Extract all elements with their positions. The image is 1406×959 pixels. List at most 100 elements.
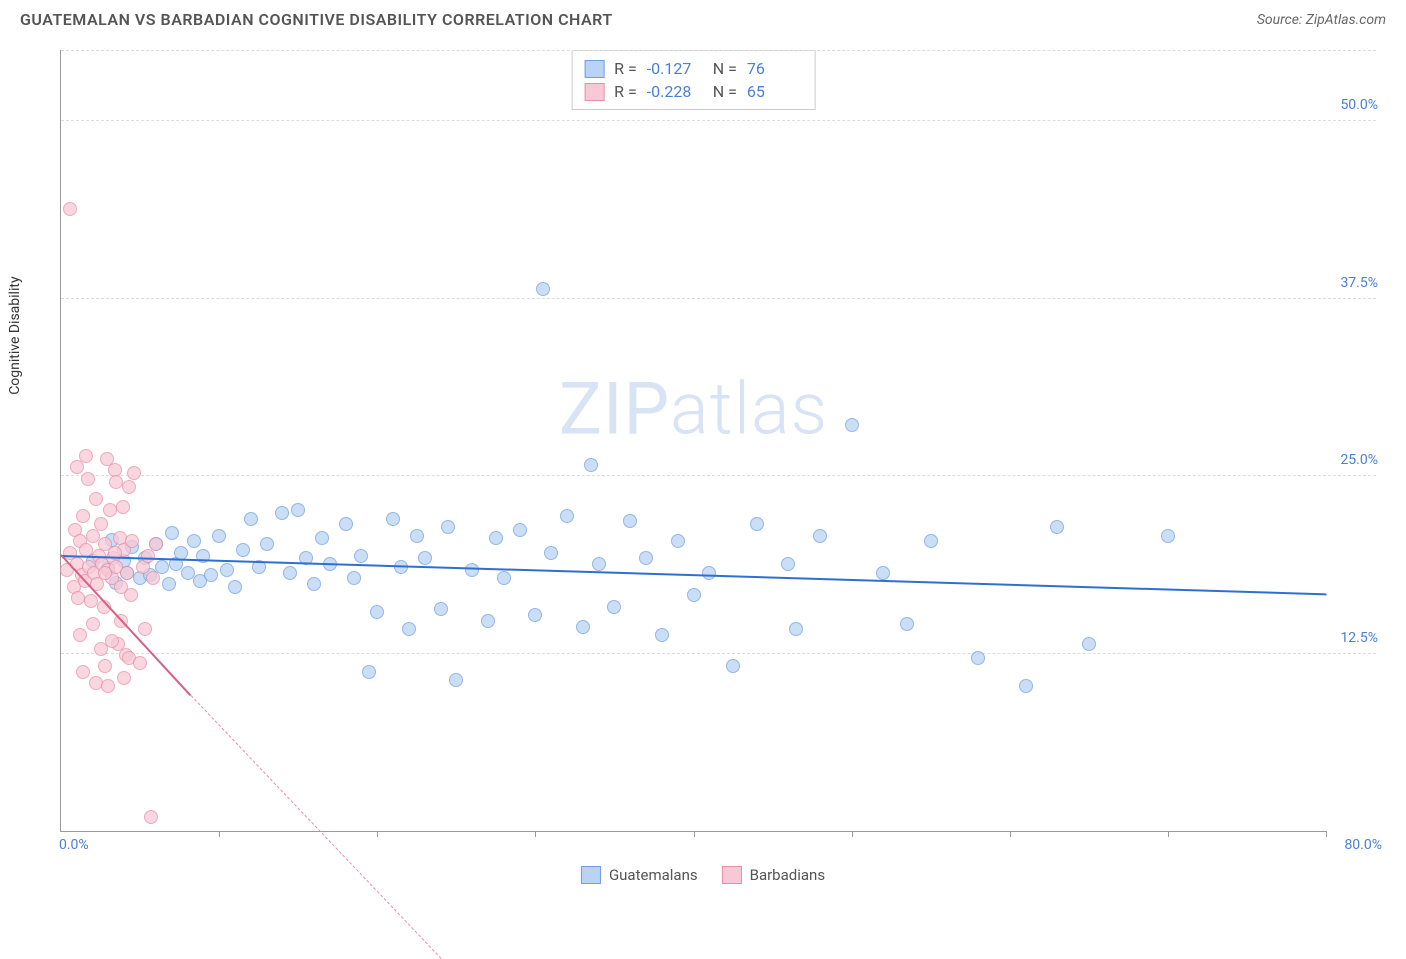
scatter-point	[79, 449, 93, 463]
scatter-point	[560, 509, 574, 523]
gridline	[61, 653, 1376, 654]
x-origin-label: 0.0%	[59, 837, 89, 853]
x-tick	[219, 831, 220, 837]
scatter-point	[70, 460, 84, 474]
scatter-point	[98, 566, 112, 580]
chart-source: Source: ZipAtlas.com	[1257, 12, 1386, 28]
scatter-point	[133, 656, 147, 670]
watermark-pre: ZIP	[559, 367, 670, 452]
scatter-point	[204, 568, 218, 582]
scatter-point	[283, 566, 297, 580]
scatter-point	[86, 617, 100, 631]
stat-r-label: R =	[614, 82, 637, 101]
scatter-point	[307, 577, 321, 591]
scatter-point	[125, 534, 139, 548]
scatter-point	[76, 665, 90, 679]
scatter-point	[607, 600, 621, 614]
y-tick-label: 12.5%	[1340, 630, 1378, 646]
x-max-label: 80.0%	[1344, 837, 1382, 853]
scatter-point	[94, 517, 108, 531]
scatter-point	[122, 480, 136, 494]
scatter-point	[924, 534, 938, 548]
scatter-point	[434, 602, 448, 616]
scatter-point	[63, 202, 77, 216]
legend-label: Guatemalans	[609, 866, 698, 884]
scatter-point	[386, 512, 400, 526]
series-swatch	[722, 866, 742, 884]
scatter-point	[1082, 637, 1096, 651]
scatter-point	[655, 628, 669, 642]
legend-item: Guatemalans	[581, 866, 698, 884]
scatter-point	[623, 514, 637, 528]
scatter-point	[212, 529, 226, 543]
scatter-point	[528, 608, 542, 622]
scatter-point	[639, 551, 653, 565]
scatter-point	[275, 506, 289, 520]
scatter-point	[89, 492, 103, 506]
y-tick-label: 25.0%	[1340, 452, 1378, 468]
series-swatch	[584, 83, 604, 101]
scatter-point	[687, 588, 701, 602]
chart-header: GUATEMALAN VS BARBADIAN COGNITIVE DISABI…	[0, 0, 1406, 35]
scatter-point	[513, 523, 527, 537]
scatter-point	[449, 673, 463, 687]
gridline	[61, 120, 1376, 121]
scatter-point	[339, 517, 353, 531]
scatter-point	[900, 617, 914, 631]
scatter-point	[465, 563, 479, 577]
scatter-point	[370, 605, 384, 619]
scatter-point	[971, 651, 985, 665]
scatter-point	[876, 566, 890, 580]
scatter-point	[220, 563, 234, 577]
scatter-point	[441, 520, 455, 534]
x-tick	[377, 831, 378, 837]
scatter-point	[149, 537, 163, 551]
gridline	[61, 475, 1376, 476]
scatter-point	[109, 475, 123, 489]
scatter-point	[489, 531, 503, 545]
stats-row: R =-0.127N =76	[584, 57, 803, 80]
scatter-point	[1019, 679, 1033, 693]
y-tick-label: 50.0%	[1340, 97, 1378, 113]
scatter-point	[544, 546, 558, 560]
scatter-point	[315, 531, 329, 545]
scatter-point	[702, 566, 716, 580]
scatter-point	[726, 659, 740, 673]
scatter-point	[671, 534, 685, 548]
stats-row: R =-0.228N =65	[584, 80, 803, 103]
x-tick	[694, 831, 695, 837]
scatter-point	[162, 577, 176, 591]
series-swatch	[581, 866, 601, 884]
scatter-point	[845, 418, 859, 432]
scatter-point	[181, 566, 195, 580]
correlation-stats-box: R =-0.127N =76R =-0.228N =65	[571, 50, 816, 110]
scatter-point	[402, 622, 416, 636]
stat-r-value: -0.228	[647, 82, 703, 101]
scatter-point	[497, 571, 511, 585]
scatter-point	[138, 622, 152, 636]
scatter-point	[789, 622, 803, 636]
scatter-point	[291, 503, 305, 517]
scatter-point	[813, 529, 827, 543]
scatter-point	[98, 659, 112, 673]
scatter-point	[146, 571, 160, 585]
scatter-point	[584, 458, 598, 472]
legend-label: Barbadians	[750, 866, 825, 884]
scatter-point	[165, 526, 179, 540]
stat-n-label: N =	[713, 59, 737, 78]
scatter-point	[418, 551, 432, 565]
gridline	[61, 50, 1376, 51]
scatter-point	[76, 509, 90, 523]
scatter-point	[105, 634, 119, 648]
chart-title: GUATEMALAN VS BARBADIAN COGNITIVE DISABI…	[20, 10, 613, 29]
watermark-post: atlas	[670, 367, 828, 452]
scatter-point	[73, 628, 87, 642]
scatter-point	[89, 676, 103, 690]
scatter-point	[236, 543, 250, 557]
series-legend: Guatemalans Barbadians	[581, 866, 825, 884]
x-tick	[1168, 831, 1169, 837]
series-swatch	[584, 60, 604, 78]
stat-n-label: N =	[713, 82, 737, 101]
scatter-point	[244, 512, 258, 526]
gridline	[61, 298, 1376, 299]
